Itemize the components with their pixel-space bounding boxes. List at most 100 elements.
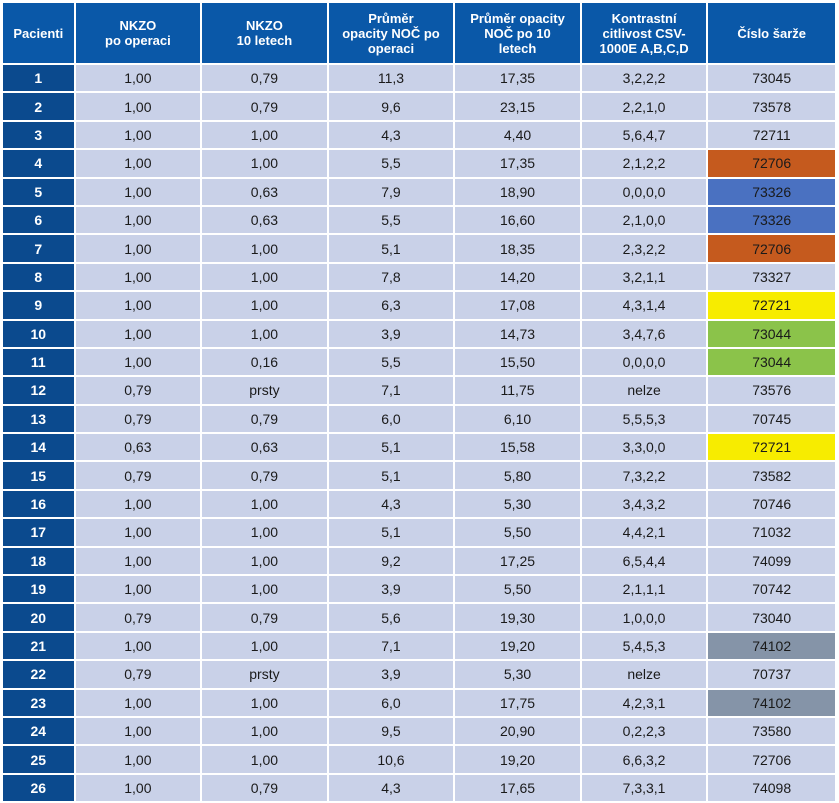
cell-nkzo-10-years: 1,00 (200, 488, 329, 520)
cell-opacity-10-years: 17,35 (453, 148, 582, 179)
cell-nkzo-10-years: 0,79 (200, 772, 329, 803)
cell-opacity-after-surgery: 5,1 (326, 517, 456, 548)
table-header-row: Pacienti NKZO po operaci NKZO 10 letech … (1, 1, 837, 65)
table-row: 20 0,79 0,79 5,6 19,30 1,0,0,0 73040 (1, 602, 837, 633)
cell-patient-id: 11 (1, 346, 76, 378)
cell-patient-id: 24 (1, 715, 76, 747)
cell-nkzo-10-years: 1,00 (200, 318, 329, 349)
cell-nkzo-after-surgery: 1,00 (73, 517, 203, 548)
cell-opacity-10-years: 17,35 (453, 62, 582, 94)
cell-patient-id: 21 (1, 630, 76, 662)
cell-batch-number: 73326 (706, 176, 837, 207)
cell-patient-id: 23 (1, 687, 76, 718)
table-row: 11 1,00 0,16 5,5 15,50 0,0,0,0 73044 (1, 346, 837, 378)
table-row: 6 1,00 0,63 5,5 16,60 2,1,0,0 73326 (1, 204, 837, 236)
cell-opacity-after-surgery: 5,5 (326, 346, 456, 378)
cell-nkzo-10-years: 0,79 (200, 403, 329, 435)
cell-contrast-sensitivity: 3,4,3,2 (579, 488, 709, 520)
cell-patient-id: 15 (1, 460, 76, 491)
cell-opacity-10-years: 17,65 (453, 772, 582, 803)
cell-batch-number: 71032 (706, 517, 837, 548)
cell-batch-number: 73327 (706, 261, 837, 293)
cell-nkzo-after-surgery: 1,00 (73, 62, 203, 94)
header-contrast-sensitivity: Kontrastní citlivost CSV- 1000E A,B,C,D (579, 1, 709, 65)
cell-patient-id: 14 (1, 432, 76, 463)
table-row: 25 1,00 1,00 10,6 19,20 6,6,3,2 72706 (1, 744, 837, 775)
cell-nkzo-after-surgery: 0,79 (73, 460, 203, 491)
cell-patient-id: 22 (1, 659, 76, 690)
cell-opacity-after-surgery: 6,0 (326, 403, 456, 435)
cell-nkzo-after-surgery: 1,00 (73, 204, 203, 236)
table-row: 5 1,00 0,63 7,9 18,90 0,0,0,0 73326 (1, 176, 837, 207)
cell-batch-number: 74102 (706, 687, 837, 718)
table-row: 13 0,79 0,79 6,0 6,10 5,5,5,3 70745 (1, 403, 837, 435)
cell-opacity-after-surgery: 9,6 (326, 91, 456, 122)
cell-nkzo-after-surgery: 0,79 (73, 375, 203, 406)
header-nkzo-after-surgery: NKZO po operaci (73, 1, 203, 65)
table-row: 3 1,00 1,00 4,3 4,40 5,6,4,7 72711 (1, 119, 837, 151)
cell-opacity-10-years: 18,35 (453, 233, 582, 264)
cell-opacity-after-surgery: 3,9 (326, 659, 456, 690)
cell-opacity-10-years: 5,50 (453, 574, 582, 605)
cell-opacity-after-surgery: 4,3 (326, 772, 456, 803)
cell-patient-id: 10 (1, 318, 76, 349)
cell-nkzo-after-surgery: 1,00 (73, 488, 203, 520)
cell-contrast-sensitivity: 0,2,2,3 (579, 715, 709, 747)
cell-nkzo-after-surgery: 1,00 (73, 261, 203, 293)
cell-opacity-after-surgery: 4,3 (326, 119, 456, 151)
cell-batch-number: 72721 (706, 432, 837, 463)
cell-opacity-10-years: 5,30 (453, 659, 582, 690)
cell-nkzo-10-years: 1,00 (200, 261, 329, 293)
cell-batch-number: 74102 (706, 630, 837, 662)
cell-opacity-10-years: 17,75 (453, 687, 582, 718)
cell-nkzo-10-years: 0,63 (200, 204, 329, 236)
cell-contrast-sensitivity: 3,3,0,0 (579, 432, 709, 463)
table-row: 14 0,63 0,63 5,1 15,58 3,3,0,0 72721 (1, 432, 837, 463)
cell-opacity-after-surgery: 9,5 (326, 715, 456, 747)
cell-contrast-sensitivity: 2,1,1,1 (579, 574, 709, 605)
table-row: 4 1,00 1,00 5,5 17,35 2,1,2,2 72706 (1, 148, 837, 179)
cell-nkzo-after-surgery: 0,63 (73, 432, 203, 463)
cell-nkzo-10-years: 0,63 (200, 432, 329, 463)
cell-patient-id: 9 (1, 290, 76, 321)
cell-batch-number: 73045 (706, 62, 837, 94)
cell-nkzo-after-surgery: 1,00 (73, 318, 203, 349)
cell-opacity-after-surgery: 5,1 (326, 460, 456, 491)
cell-nkzo-10-years: 1,00 (200, 119, 329, 151)
header-patients: Pacienti (1, 1, 76, 65)
cell-opacity-10-years: 19,20 (453, 744, 582, 775)
cell-opacity-after-surgery: 5,6 (326, 602, 456, 633)
cell-batch-number: 70737 (706, 659, 837, 690)
cell-nkzo-10-years: 1,00 (200, 545, 329, 577)
cell-opacity-after-surgery: 6,0 (326, 687, 456, 718)
cell-batch-number: 73044 (706, 318, 837, 349)
cell-opacity-10-years: 23,15 (453, 91, 582, 122)
cell-nkzo-10-years: 1,00 (200, 290, 329, 321)
table-row: 21 1,00 1,00 7,1 19,20 5,4,5,3 74102 (1, 630, 837, 662)
cell-contrast-sensitivity: 2,1,2,2 (579, 148, 709, 179)
cell-batch-number: 73582 (706, 460, 837, 491)
cell-opacity-after-surgery: 7,1 (326, 375, 456, 406)
table-row: 17 1,00 1,00 5,1 5,50 4,4,2,1 71032 (1, 517, 837, 548)
cell-nkzo-10-years: prsty (200, 659, 329, 690)
cell-contrast-sensitivity: nelze (579, 375, 709, 406)
cell-contrast-sensitivity: 5,4,5,3 (579, 630, 709, 662)
cell-patient-id: 19 (1, 574, 76, 605)
cell-nkzo-after-surgery: 1,00 (73, 148, 203, 179)
cell-nkzo-after-surgery: 1,00 (73, 772, 203, 803)
table-row: 23 1,00 1,00 6,0 17,75 4,2,3,1 74102 (1, 687, 837, 718)
cell-contrast-sensitivity: 0,0,0,0 (579, 176, 709, 207)
table-row: 2 1,00 0,79 9,6 23,15 2,2,1,0 73578 (1, 91, 837, 122)
cell-nkzo-after-surgery: 1,00 (73, 574, 203, 605)
table-row: 15 0,79 0,79 5,1 5,80 7,3,2,2 73582 (1, 460, 837, 491)
cell-patient-id: 7 (1, 233, 76, 264)
cell-batch-number: 72706 (706, 233, 837, 264)
cell-opacity-10-years: 14,73 (453, 318, 582, 349)
cell-patient-id: 8 (1, 261, 76, 293)
cell-batch-number: 72721 (706, 290, 837, 321)
cell-opacity-after-surgery: 5,1 (326, 233, 456, 264)
table-row: 8 1,00 1,00 7,8 14,20 3,2,1,1 73327 (1, 261, 837, 293)
cell-batch-number: 72706 (706, 148, 837, 179)
cell-nkzo-after-surgery: 1,00 (73, 233, 203, 264)
cell-opacity-after-surgery: 6,3 (326, 290, 456, 321)
